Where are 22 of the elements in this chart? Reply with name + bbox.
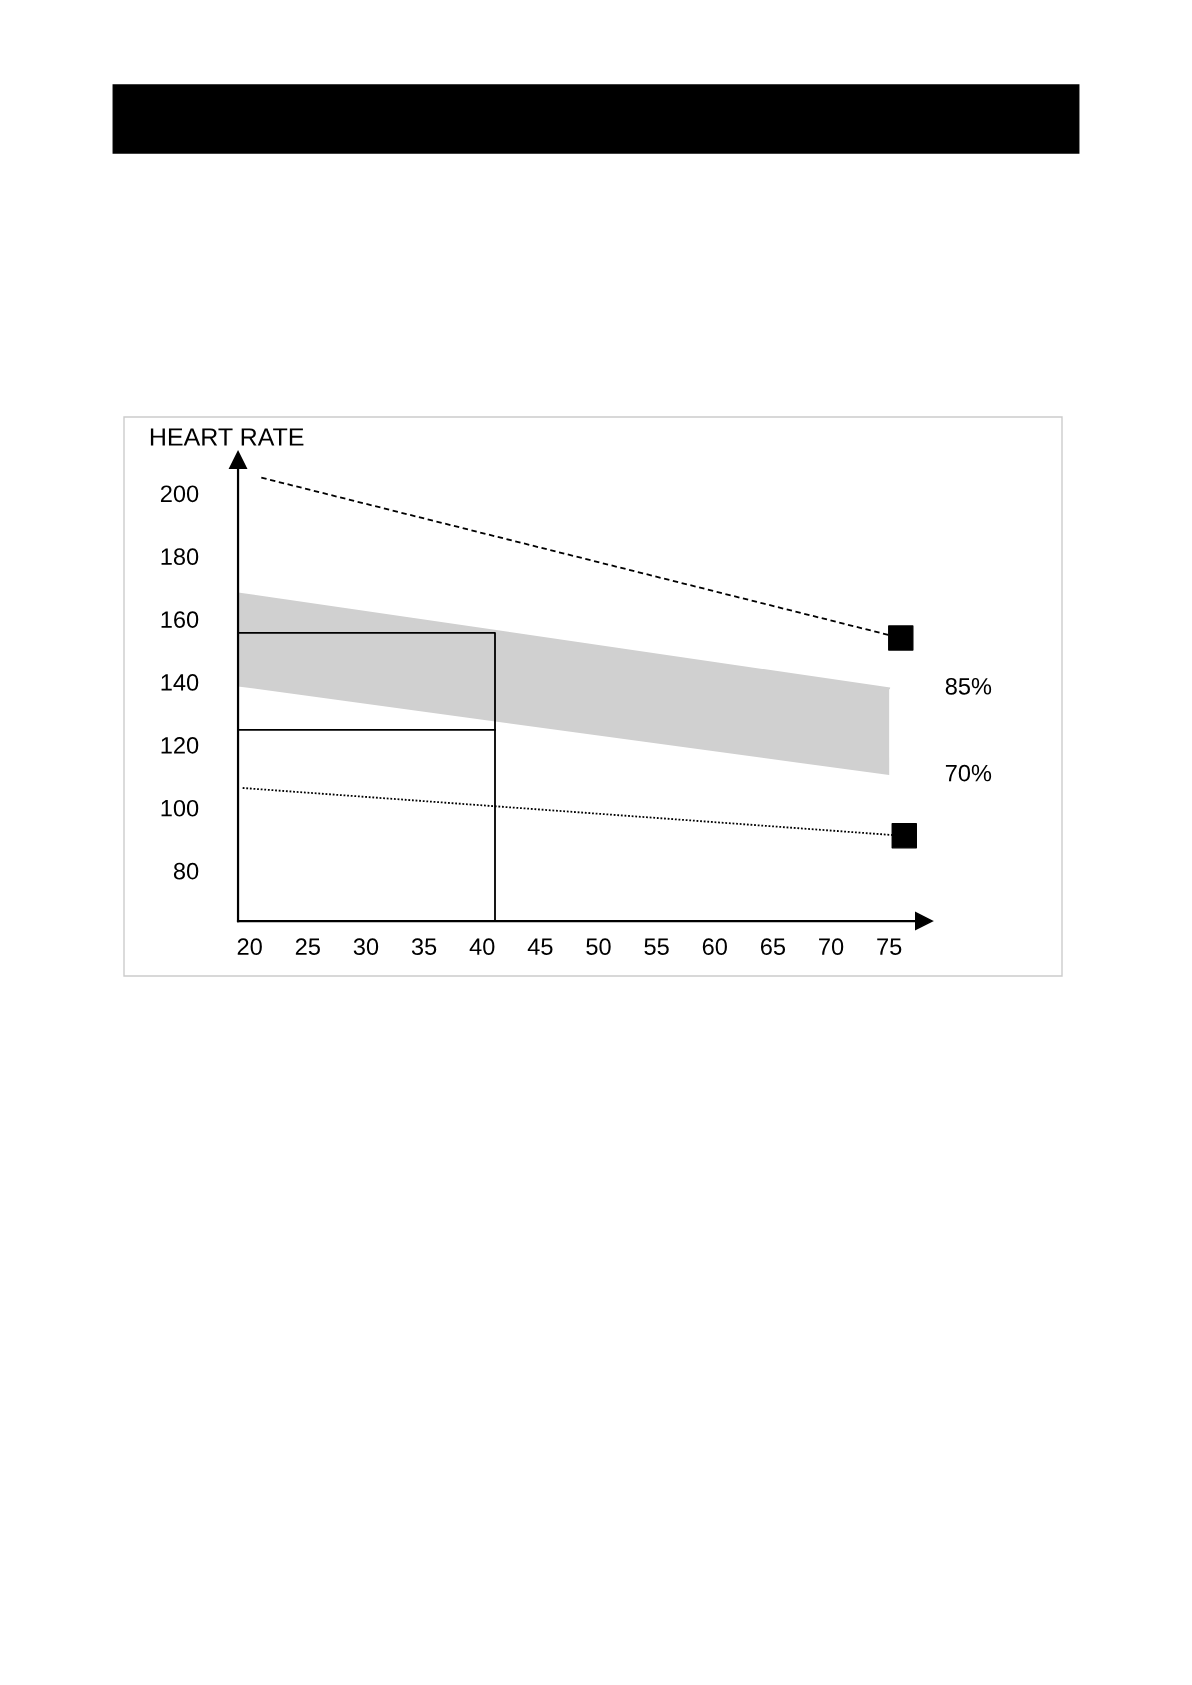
x-tick-label: 75: [877, 938, 902, 956]
x-tick-label: 40: [469, 938, 495, 956]
annotation: 70%: [945, 764, 992, 782]
x-tick-label: 25: [295, 938, 320, 956]
x-tick-label: 55: [644, 938, 669, 956]
x-tick-label: 50: [586, 938, 611, 956]
y-tick-label: 180: [161, 548, 199, 566]
annotation: 85%: [945, 677, 992, 695]
x-tick-label: 30: [353, 938, 379, 956]
y-tick-label: 120: [161, 736, 199, 754]
x-tick-label: 65: [760, 938, 786, 956]
y-tick-label: 80: [173, 862, 199, 880]
x-tick-label: 35: [411, 938, 437, 956]
y-tick-label: 140: [161, 674, 199, 691]
y-tick-label: 200: [160, 485, 199, 503]
x-tick-label: 70: [819, 938, 844, 956]
y-tick-label: 160: [161, 611, 199, 628]
x-tick-label: 60: [702, 938, 727, 956]
x-tick-label: 45: [527, 938, 553, 956]
y-axis-title: HEART RATE: [150, 428, 304, 446]
x-tick-label: 20: [237, 938, 262, 956]
y-tick-label: 100: [161, 799, 199, 817]
